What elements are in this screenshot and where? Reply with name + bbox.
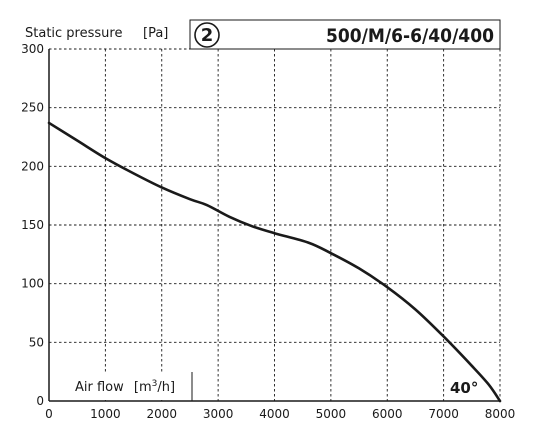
config-badge-circle xyxy=(194,22,220,48)
x-axis-label: Air flow [m3/h] xyxy=(75,379,175,395)
x-tick-label: 2000 xyxy=(146,407,177,421)
series-group xyxy=(47,121,502,403)
y-tick-label: 0 xyxy=(36,394,44,408)
y-axis-unit: [Pa] xyxy=(143,26,168,41)
blade-angle-label: 40° xyxy=(450,379,478,397)
x-axis-unit-prefix: [m xyxy=(134,380,152,395)
model-title: 500/M/6-6/40/400 xyxy=(326,25,494,47)
y-tick-label: 100 xyxy=(21,277,44,291)
x-axis-unit-suffix: /h] xyxy=(157,380,175,395)
y-tick-label: 150 xyxy=(21,218,44,232)
x-tick-label: 4000 xyxy=(259,407,290,421)
x-tick-label: 1000 xyxy=(90,407,121,421)
x-axis-label-box xyxy=(50,372,192,400)
grid-lines xyxy=(49,48,501,401)
config-badge: 2 xyxy=(194,22,220,48)
y-axis-label: Static pressure xyxy=(25,26,122,41)
x-axis-unit-sup: 3 xyxy=(152,379,158,389)
header-box xyxy=(189,19,501,50)
y-tick-label: 300 xyxy=(21,42,44,56)
y-tick-label: 250 xyxy=(21,101,44,115)
x-tick-label: 5000 xyxy=(316,407,347,421)
config-badge-number: 2 xyxy=(201,25,214,46)
x-tick-label: 7000 xyxy=(428,407,459,421)
tick-labels: 0 1000 2000 3000 4000 5000 6000 7000 8000 0 50 100 1… xyxy=(21,42,515,421)
y-tick-label: 200 xyxy=(21,159,44,173)
x-tick-label: 6000 xyxy=(372,407,403,421)
fan-curve-line xyxy=(47,121,502,403)
x-axis-label-text: Air flow xyxy=(75,380,124,395)
x-tick-label: 0 xyxy=(45,407,53,421)
y-tick-label: 50 xyxy=(29,335,44,349)
x-tick-label: 8000 xyxy=(485,407,516,421)
x-tick-label: 3000 xyxy=(203,407,234,421)
